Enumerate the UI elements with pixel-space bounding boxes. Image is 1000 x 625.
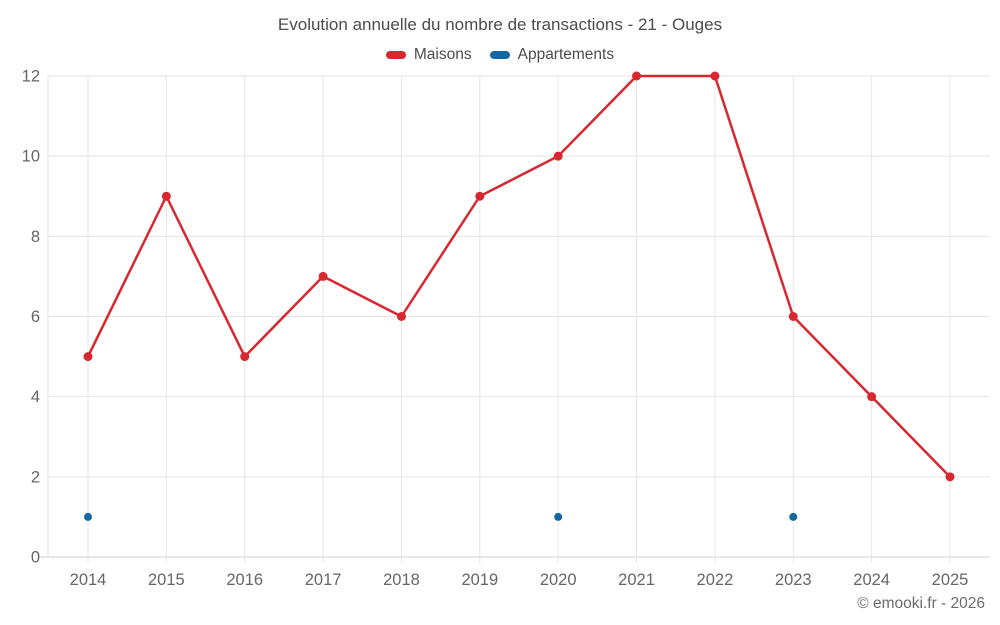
appartements-point-2014 xyxy=(84,512,92,521)
y-axis-tick-label: 12 xyxy=(22,68,40,86)
appartements-point-2020 xyxy=(554,512,563,521)
x-axis-tick-label: 2023 xyxy=(775,571,812,589)
maisons-point-2025 xyxy=(945,472,955,482)
maisons-line xyxy=(86,74,952,479)
x-axis-tick-label: 2017 xyxy=(305,571,342,589)
x-axis-tick-label: 2024 xyxy=(853,571,890,589)
x-axis-tick-label: 2025 xyxy=(932,571,969,589)
maisons-point-2021 xyxy=(632,71,642,81)
y-axis-tick-label: 4 xyxy=(31,388,40,406)
maisons-point-2017 xyxy=(318,271,328,281)
copyright-credit: © emooki.fr - 2026 xyxy=(857,595,985,612)
appartements-point-2023 xyxy=(789,512,798,521)
maisons-point-2022 xyxy=(710,71,720,81)
legend-label-maisons: Maisons xyxy=(413,46,472,63)
legend-label-appartements: Appartements xyxy=(517,46,615,63)
y-axis-tick-label: 6 xyxy=(31,308,40,326)
appartements-legend-swatch-icon xyxy=(489,51,510,59)
legend-item-maisons[interactable]: Maisons xyxy=(385,46,472,64)
y-axis-tick-label: 2 xyxy=(31,468,40,486)
maisons-point-2023 xyxy=(788,312,798,321)
maisons-point-2019 xyxy=(475,191,485,201)
y-axis-tick-label: 10 xyxy=(22,148,40,166)
maisons-point-2020 xyxy=(553,151,563,161)
x-axis-tick-label: 2015 xyxy=(148,571,185,589)
maisons-point-2014 xyxy=(83,352,93,362)
x-axis-tick-label: 2020 xyxy=(540,571,577,589)
maisons-legend-swatch-icon xyxy=(385,51,406,59)
x-axis-tick-label: 2014 xyxy=(70,571,107,589)
x-axis-tick-label: 2019 xyxy=(461,571,498,589)
x-axis-tick-label: 2022 xyxy=(697,571,734,589)
x-axis-tick-label: 2021 xyxy=(618,571,655,589)
maisons-point-2016 xyxy=(240,352,250,362)
chart-legend: Maisons Appartements xyxy=(0,46,1000,64)
x-axis-tick-label: 2016 xyxy=(226,571,263,589)
legend-item-appartements[interactable]: Appartements xyxy=(489,46,615,64)
y-axis-tick-label: 8 xyxy=(31,228,40,246)
y-axis-tick-label: 0 xyxy=(31,549,40,567)
maisons-point-2015 xyxy=(161,191,171,201)
maisons-point-2018 xyxy=(396,312,406,321)
chart-title: Evolution annuelle du nombre de transact… xyxy=(277,15,723,34)
maisons-point-2024 xyxy=(867,392,877,402)
x-axis-tick-label: 2018 xyxy=(383,571,420,589)
